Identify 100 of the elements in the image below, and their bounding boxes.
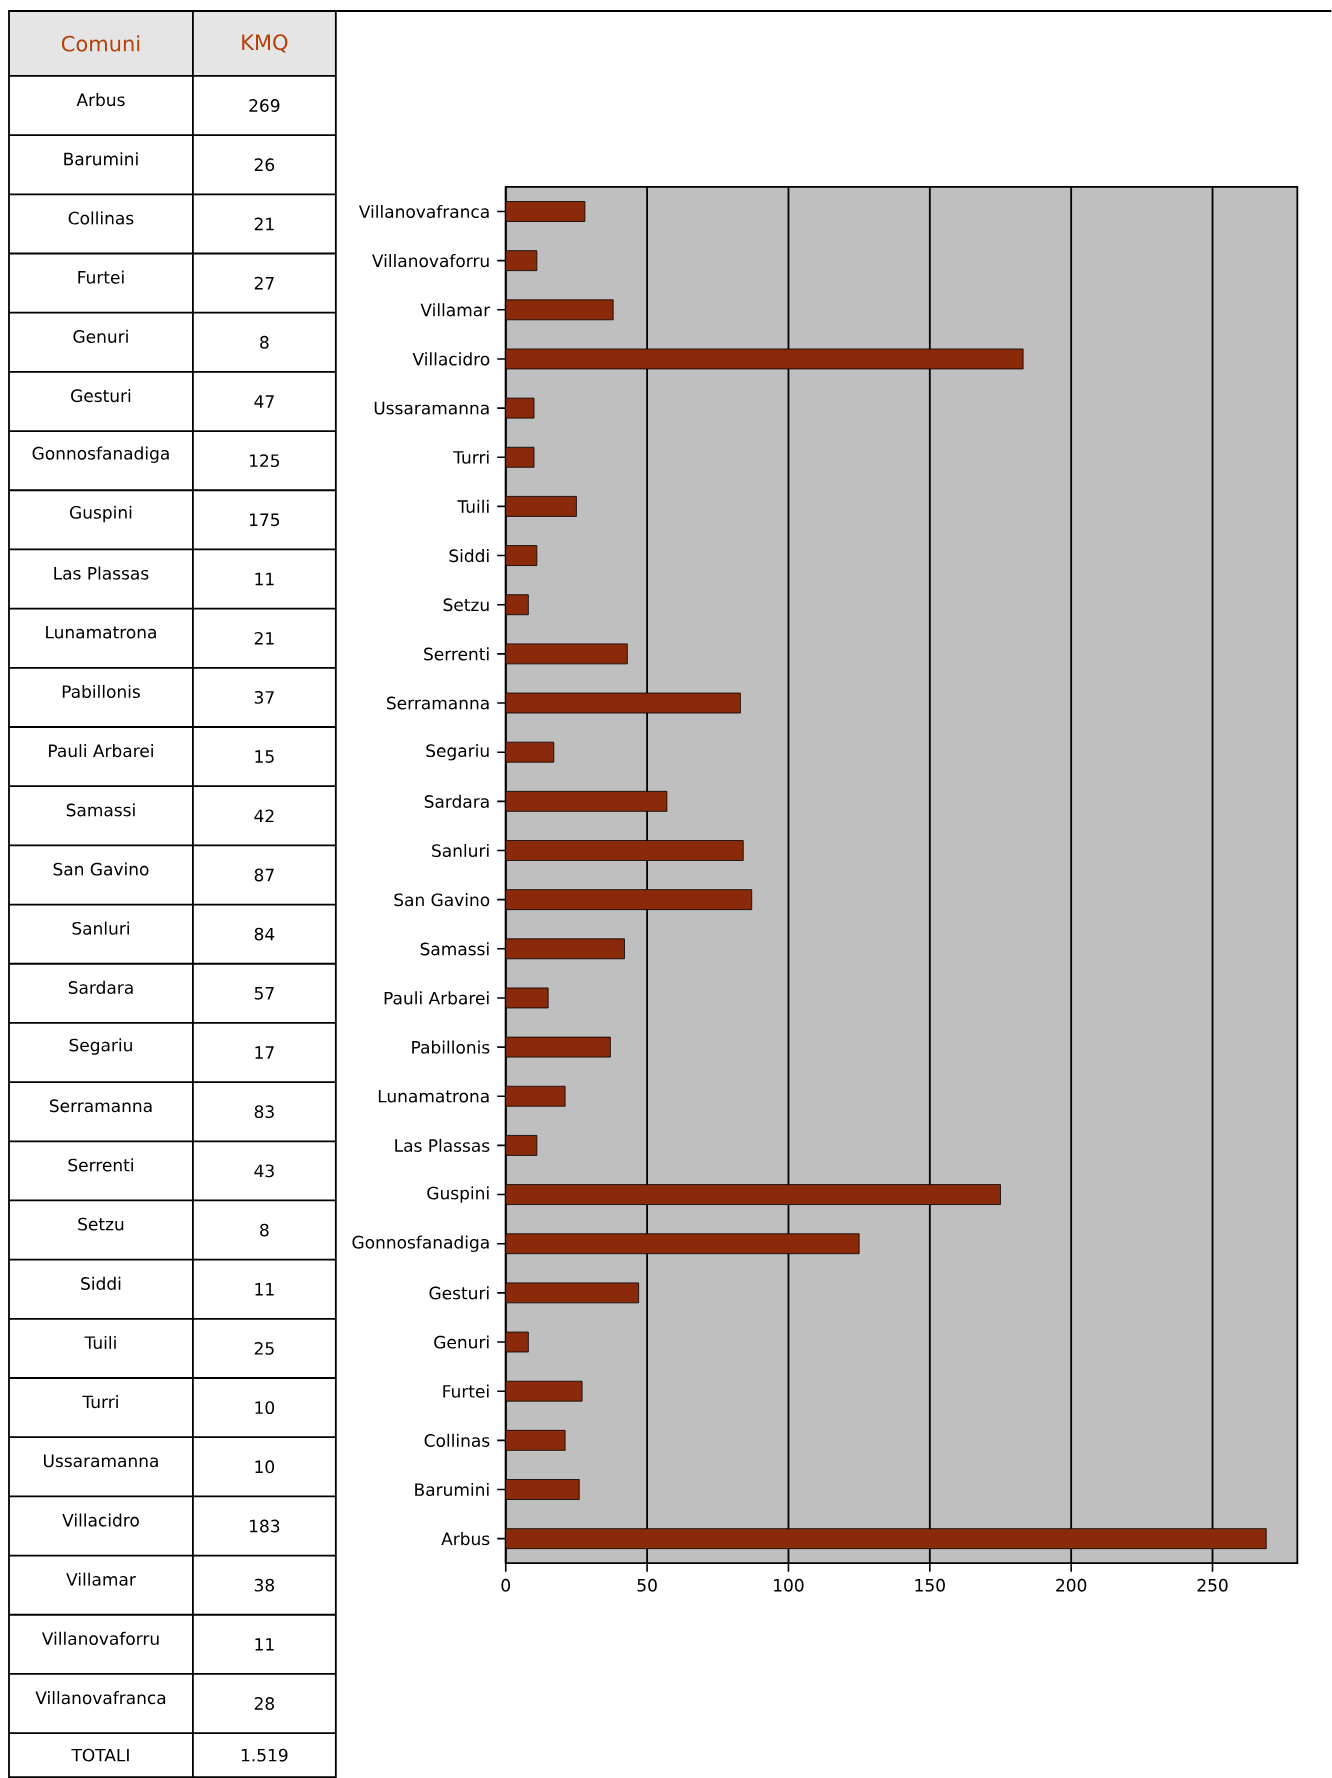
data-label: 10 — [255, 1460, 274, 1474]
data-label: 26 — [254, 158, 274, 172]
bar — [505, 1036, 611, 1058]
y-tick-label: Gonnosfanadiga — [352, 1235, 489, 1252]
bar — [505, 692, 741, 714]
y-tick-label: Pabillonis — [412, 1040, 490, 1054]
y-tick-label: Furtei — [443, 1384, 489, 1398]
y-tick-label: Siddi — [449, 548, 489, 563]
bar — [505, 1233, 860, 1255]
data-label: 21 — [254, 631, 274, 645]
data-label: 43 — [254, 1164, 274, 1178]
data-label: 21 — [254, 217, 274, 231]
data-label: 175 — [249, 513, 279, 527]
category-label: Guspini — [69, 505, 132, 523]
category-label: Tuili — [84, 1335, 116, 1350]
y-tick-label: Las Plassas — [395, 1138, 490, 1152]
data-label: 83 — [254, 1105, 274, 1119]
category-label: Villacidro — [62, 1513, 139, 1527]
y-tick-label: Genuri — [434, 1335, 489, 1349]
bar — [505, 201, 586, 222]
data-label: 15 — [255, 750, 274, 763]
x-tick-label: 0 — [501, 1578, 510, 1592]
y-tick-label: Arbus — [441, 1532, 490, 1546]
category-label: Sanluri — [72, 921, 129, 935]
x-tick-label: 50 — [637, 1578, 657, 1592]
bar — [505, 594, 529, 616]
category-label: Villanovaforru — [41, 1631, 159, 1646]
bar — [505, 790, 668, 812]
text: Comuni — [61, 35, 140, 52]
x-tick-label: 250 — [1197, 1578, 1228, 1592]
y-tick-label: Lunamatrona — [378, 1089, 489, 1103]
data-label: 269 — [249, 99, 280, 112]
category-label: Las Plassas — [54, 566, 149, 580]
category-label: Collinas — [68, 211, 134, 225]
bar — [505, 1380, 583, 1402]
category-label: Barumini — [64, 152, 138, 166]
y-tick-label: Samassi — [420, 942, 489, 956]
x-tick-label: 200 — [1056, 1578, 1087, 1592]
bar — [505, 446, 535, 468]
bar — [505, 1184, 1001, 1205]
x-tick-label: 100 — [773, 1578, 804, 1592]
y-tick-label: Turri — [452, 450, 489, 464]
data-label: 8 — [259, 1223, 269, 1237]
bar — [505, 741, 555, 763]
bar — [505, 643, 628, 665]
category-label: Pabillonis — [62, 684, 140, 699]
y-tick-label: Gesturi — [429, 1286, 489, 1300]
y-tick-label: Tuili — [457, 499, 489, 513]
data-label: 42 — [254, 809, 274, 823]
category-label: Genuri — [73, 329, 128, 343]
y-tick-label: San Gavino — [394, 893, 490, 907]
data-label: 11 — [255, 1638, 274, 1651]
category-label: Furtei — [78, 270, 124, 284]
bar — [505, 348, 1024, 370]
data-label: 37 — [254, 690, 274, 704]
category-label: Turri — [82, 1395, 118, 1409]
text: KMQ — [242, 34, 288, 53]
text: 1.519 — [241, 1748, 288, 1762]
data-label: 27 — [254, 276, 274, 290]
bar — [505, 1528, 1267, 1550]
category-label: Arbus — [76, 93, 125, 107]
bar — [505, 840, 744, 861]
category-label: Serramanna — [49, 1099, 152, 1113]
category-label: Pauli Arbarei — [48, 744, 153, 758]
category-label: San Gavino — [53, 862, 149, 876]
category-label: Setzu — [78, 1217, 124, 1231]
data-label: 38 — [254, 1578, 274, 1592]
y-tick-label: Ussaramanna — [374, 401, 489, 415]
category-label: Samassi — [66, 803, 135, 817]
category-label: Villanovafranca — [35, 1691, 165, 1705]
data-label: 11 — [255, 572, 274, 586]
bar — [505, 250, 538, 272]
data-label: 57 — [254, 987, 274, 1000]
data-label: 25 — [254, 1341, 274, 1355]
y-tick-label: Collinas — [424, 1433, 490, 1447]
y-tick-label: Guspini — [427, 1186, 489, 1203]
data-label: 17 — [255, 1046, 274, 1059]
y-tick-label: Villacidro — [412, 352, 490, 366]
data-label: 87 — [254, 868, 274, 882]
bar — [505, 1135, 538, 1156]
category-label: Serrenti — [68, 1158, 133, 1172]
bar — [505, 1479, 580, 1500]
y-tick-label: Serrenti — [423, 647, 489, 661]
data-label: 11 — [255, 1283, 274, 1296]
x-tick-label: 150 — [915, 1578, 945, 1592]
y-tick-label: Setzu — [443, 598, 489, 612]
bar — [505, 1429, 566, 1451]
data-label: 47 — [254, 395, 274, 408]
data-label: 10 — [255, 1401, 274, 1415]
data-label: 84 — [254, 927, 275, 941]
category-label: Ussaramanna — [43, 1454, 158, 1468]
category-label: Lunamatrona — [45, 625, 156, 639]
y-tick-label: Villanovaforru — [371, 254, 489, 268]
bar — [505, 889, 752, 911]
category-label: Gesturi — [70, 388, 131, 403]
data-label: 8 — [259, 335, 269, 349]
category-label: Siddi — [81, 1276, 121, 1290]
y-tick-label: Villamar — [420, 303, 491, 317]
y-tick-label: Sanluri — [431, 843, 489, 858]
category-label: Villamar — [66, 1572, 136, 1586]
